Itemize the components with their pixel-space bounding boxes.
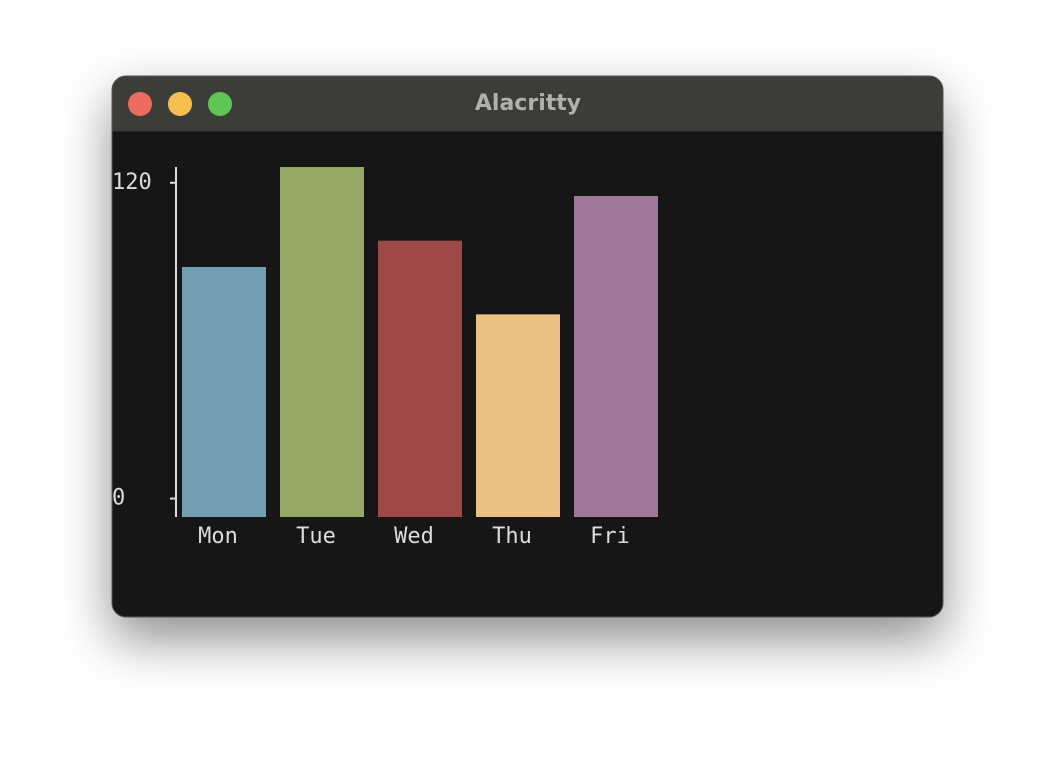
close-button[interactable]: [128, 92, 152, 116]
window-title: Alacritty: [475, 91, 581, 116]
bar: [280, 167, 364, 517]
window-content: Alacritty 0 120 Mon Tue Wed Thu Fri: [112, 76, 943, 549]
x-tick-label: Wed: [394, 524, 434, 549]
x-tick-label: Mon: [198, 524, 238, 549]
x-tick-label: Thu: [492, 524, 532, 549]
zoom-button[interactable]: [208, 92, 232, 116]
minimize-button[interactable]: [168, 92, 192, 116]
bar: [378, 240, 462, 517]
y-tick-label: 120: [112, 170, 152, 195]
bar: [182, 267, 266, 517]
title-bar: [112, 76, 943, 132]
window-border: [111, 75, 944, 618]
bar: [476, 314, 560, 517]
x-tick-label: Fri: [590, 524, 630, 549]
y-tick-label: 0: [112, 486, 125, 511]
bar: [574, 195, 658, 517]
x-tick-label: Tue: [296, 524, 336, 549]
